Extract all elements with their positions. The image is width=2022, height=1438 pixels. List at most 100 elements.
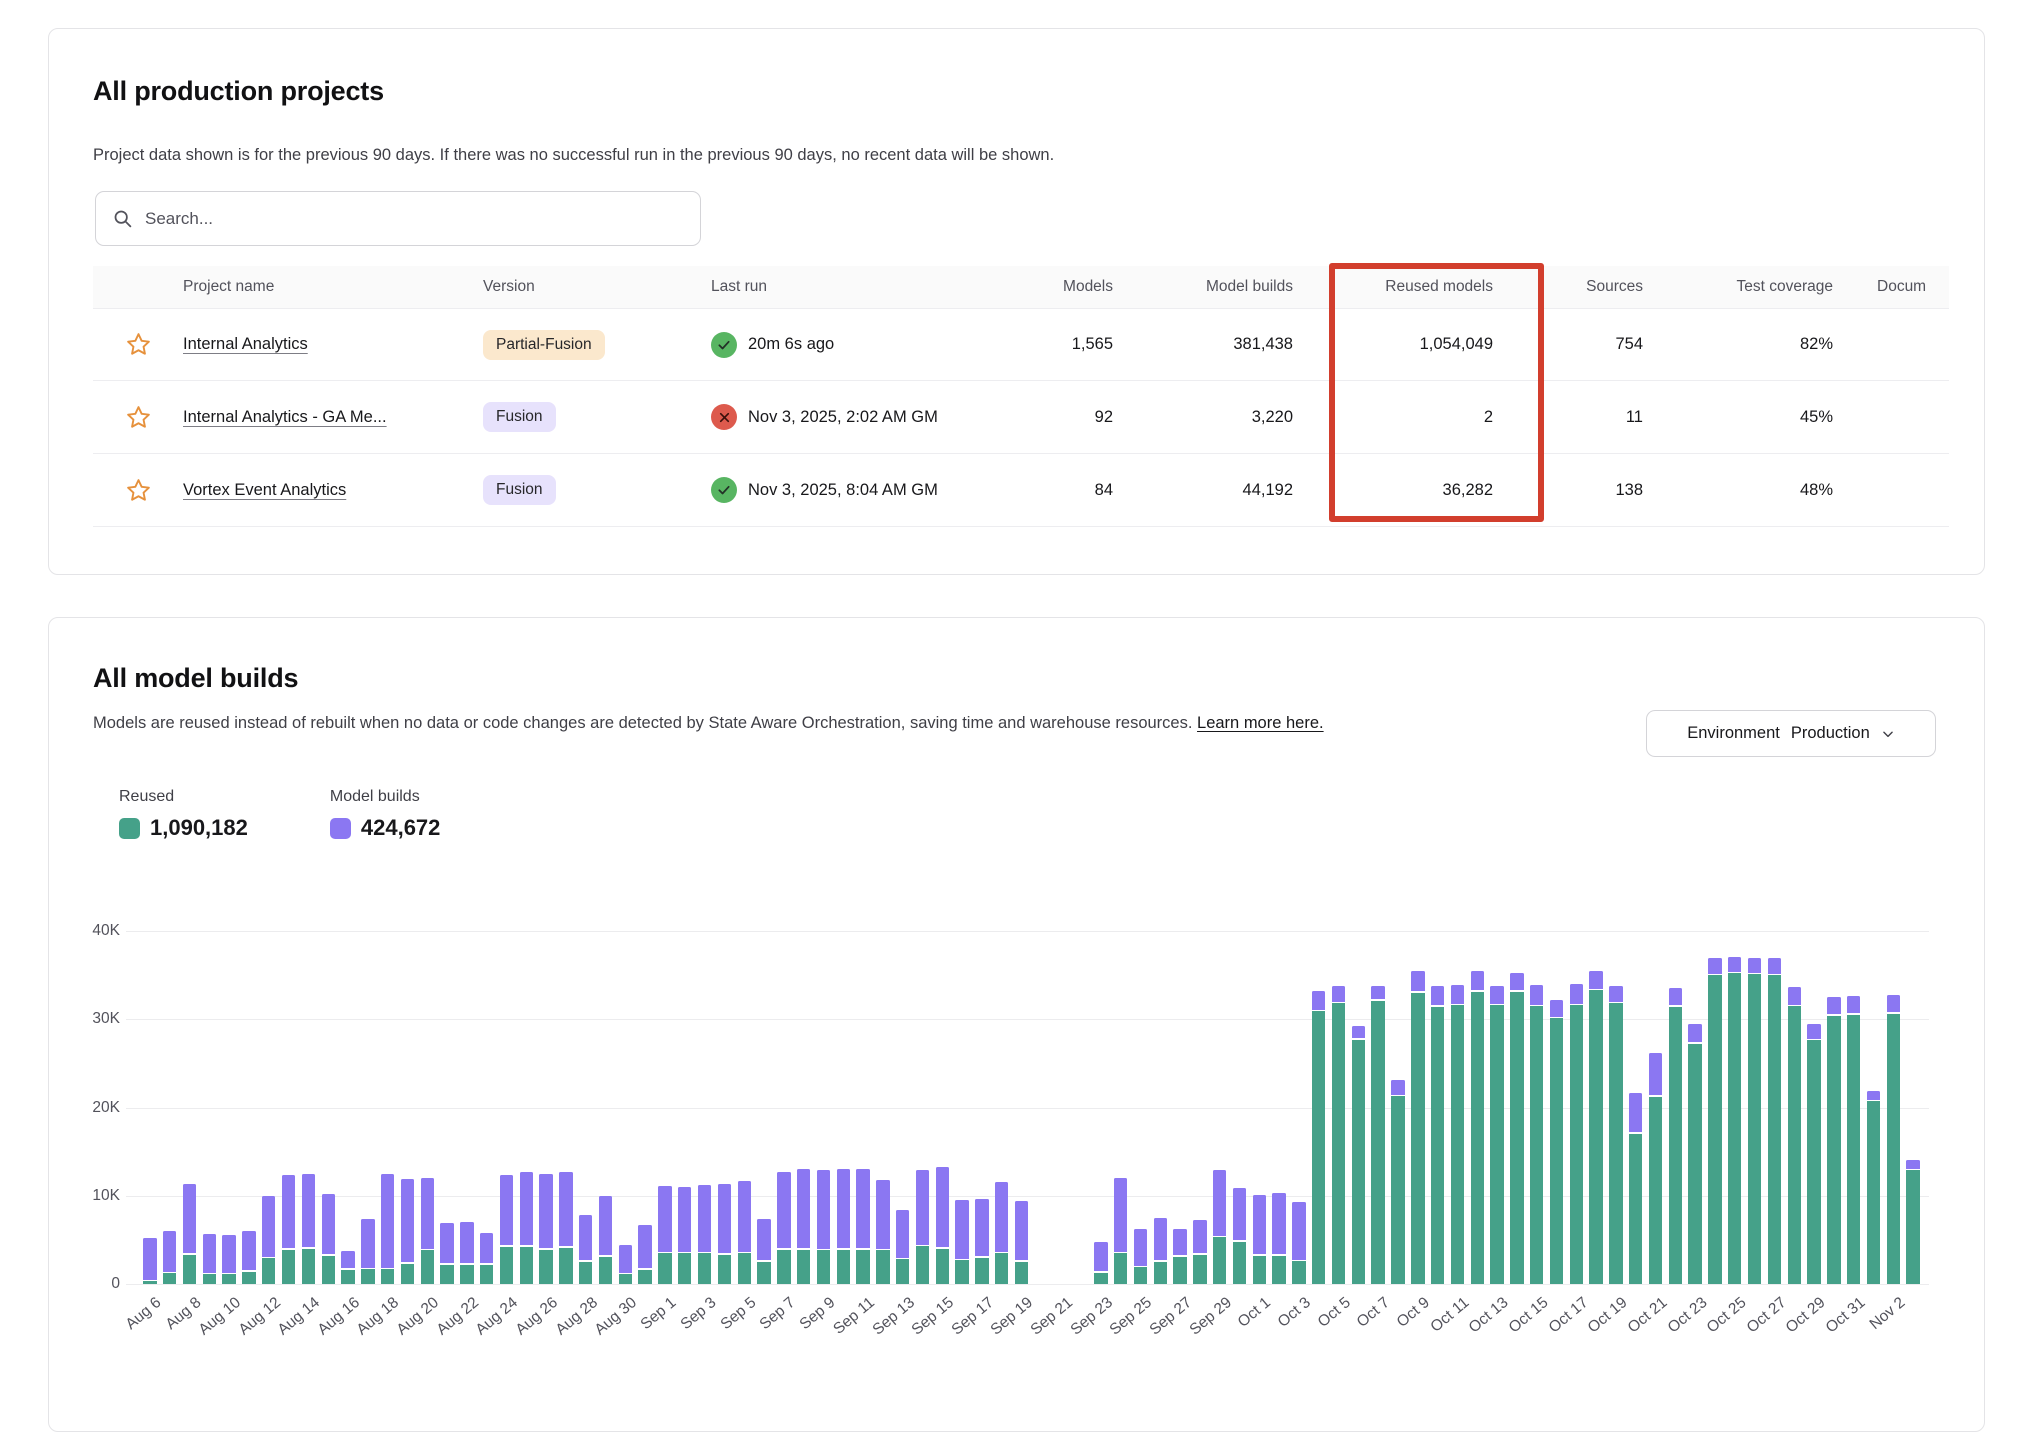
stacked-bar-aug-31 bbox=[638, 1225, 652, 1284]
reused-segment bbox=[1747, 974, 1762, 1284]
reused-segment bbox=[1153, 1261, 1167, 1284]
column-header: Sources bbox=[1586, 278, 1643, 295]
gridline bbox=[126, 1107, 1929, 1109]
model-builds-segment bbox=[1411, 970, 1425, 992]
model-builds-segment bbox=[1668, 987, 1683, 1006]
model-builds-segment bbox=[1807, 1023, 1821, 1039]
model-builds-segment bbox=[1153, 1218, 1167, 1261]
reused-segment bbox=[321, 1255, 335, 1284]
run-success-icon bbox=[711, 477, 737, 503]
model-builds-segment bbox=[143, 1238, 157, 1280]
table-row[interactable]: Internal Analytics - GA Me... Fusion Nov 3… bbox=[93, 381, 1949, 454]
learn-more-link[interactable]: Learn more here. bbox=[1197, 714, 1324, 732]
y-axis-tick-label: 20K bbox=[92, 1098, 120, 1116]
table-row[interactable]: Internal Analytics Partial-Fusion 20m 6s a… bbox=[93, 308, 1949, 381]
reused-segment bbox=[1728, 973, 1742, 1284]
x-axis-tick-label: Sep 25 bbox=[1106, 1294, 1156, 1339]
favorite-star-icon[interactable] bbox=[125, 477, 152, 504]
stacked-bar-aug-9 bbox=[202, 1233, 217, 1284]
stacked-bar-oct-12 bbox=[1470, 971, 1484, 1284]
x-axis-tick-label: Aug 28 bbox=[552, 1294, 601, 1339]
model-builds-segment bbox=[935, 1166, 950, 1248]
stacked-bar-sep-10 bbox=[836, 1168, 850, 1284]
reused-segment bbox=[1886, 1013, 1900, 1284]
stacked-bar-aug-15 bbox=[321, 1194, 335, 1284]
x-axis-tick-label: Aug 22 bbox=[433, 1294, 482, 1339]
projects-table-header: Project name Version Last run Models Model b… bbox=[93, 266, 1949, 308]
stacked-bar-oct-18 bbox=[1589, 971, 1603, 1284]
reused-segment bbox=[1213, 1237, 1227, 1284]
model-builds-count: 44,192 bbox=[1242, 480, 1293, 499]
reused-segment bbox=[777, 1249, 791, 1284]
x-axis-tick-label: Sep 21 bbox=[1027, 1294, 1077, 1339]
reused-segment bbox=[975, 1257, 989, 1284]
stacked-bar-aug-13 bbox=[281, 1174, 296, 1284]
table-row[interactable]: Vortex Event Analytics Fusion Nov 3, 2025,… bbox=[93, 454, 1949, 527]
reused-segment bbox=[658, 1253, 672, 1284]
favorite-star-icon[interactable] bbox=[125, 404, 152, 431]
reused-segment bbox=[559, 1247, 573, 1284]
reused-segment bbox=[1193, 1254, 1207, 1284]
stacked-bar-aug-11 bbox=[242, 1231, 256, 1284]
model-builds-segment bbox=[1589, 971, 1603, 989]
stacked-bar-oct-8 bbox=[1391, 1079, 1405, 1284]
reused-segment bbox=[1411, 992, 1425, 1284]
reused-segment bbox=[163, 1273, 177, 1284]
reused-segment bbox=[1708, 975, 1722, 1284]
model-builds-segment bbox=[1133, 1228, 1148, 1266]
models-count: 92 bbox=[1094, 407, 1113, 426]
model-builds-segment bbox=[1728, 956, 1742, 972]
stacked-bar-nov-2 bbox=[1886, 994, 1900, 1284]
reused-segment bbox=[1094, 1272, 1108, 1284]
reused-segment bbox=[816, 1250, 831, 1284]
environment-dropdown[interactable]: Environment Production bbox=[1646, 710, 1936, 757]
search-input[interactable] bbox=[145, 208, 684, 229]
stacked-bar-oct-31 bbox=[1846, 995, 1861, 1284]
projects-table: Project name Version Last run Models Model b… bbox=[93, 266, 1949, 527]
project-name-link[interactable]: Vortex Event Analytics bbox=[183, 480, 347, 499]
x-axis-tick-label: Sep 11 bbox=[830, 1294, 879, 1338]
gridline bbox=[126, 931, 1929, 932]
reused-segment bbox=[697, 1253, 712, 1284]
x-axis-tick-label: Sep 23 bbox=[1067, 1294, 1116, 1339]
reused-segment bbox=[242, 1271, 256, 1284]
stacked-bar-sep-13 bbox=[896, 1210, 910, 1284]
stacked-bar-oct-30 bbox=[1827, 997, 1841, 1284]
model-builds-segment bbox=[1232, 1188, 1247, 1241]
model-builds-segment bbox=[1569, 984, 1583, 1004]
stacked-bar-oct-16 bbox=[1549, 1000, 1564, 1284]
gridline bbox=[126, 1284, 1929, 1285]
x-axis-tick-label: Oct 5 bbox=[1314, 1294, 1354, 1331]
reused-segment bbox=[281, 1249, 296, 1284]
stacked-bar-sep-30 bbox=[1232, 1188, 1247, 1284]
model-builds-segment bbox=[202, 1233, 217, 1273]
reused-segment bbox=[1807, 1040, 1821, 1284]
stacked-bar-aug-21 bbox=[440, 1222, 454, 1284]
model-builds-segment bbox=[1866, 1091, 1881, 1100]
chart-legend: Reused 1,090,182 Model builds 424,672 bbox=[119, 788, 440, 841]
reused-segment bbox=[143, 1281, 157, 1284]
x-axis-tick-label: Oct 3 bbox=[1274, 1294, 1314, 1331]
reused-segment bbox=[1272, 1255, 1286, 1284]
x-axis-tick-label: Aug 10 bbox=[195, 1294, 245, 1339]
reused-segment bbox=[915, 1246, 930, 1284]
model-builds-segment bbox=[281, 1174, 296, 1249]
stacked-bar-aug-24 bbox=[499, 1174, 514, 1284]
x-axis-tick-label: Oct 1 bbox=[1234, 1294, 1275, 1331]
project-name-link[interactable]: Internal Analytics - GA Me... bbox=[183, 407, 387, 426]
project-name-link[interactable]: Internal Analytics bbox=[183, 335, 308, 353]
stacked-bar-sep-2 bbox=[678, 1187, 692, 1284]
x-axis-tick-label: Nov 2 bbox=[1866, 1294, 1909, 1334]
search-box bbox=[95, 191, 701, 246]
reused-segment bbox=[1846, 1014, 1861, 1284]
favorite-star-icon[interactable] bbox=[125, 331, 152, 358]
reused-models-count: 36,282 bbox=[1442, 480, 1493, 499]
run-success-icon bbox=[711, 331, 737, 358]
models-count: 1,565 bbox=[1071, 335, 1113, 353]
reused-segment bbox=[440, 1264, 454, 1284]
reused-segment bbox=[638, 1269, 652, 1284]
model-builds-segment bbox=[420, 1177, 434, 1249]
reused-segment bbox=[579, 1261, 593, 1284]
stacked-bar-oct-29 bbox=[1807, 1023, 1821, 1284]
model-builds-segment bbox=[1886, 994, 1900, 1013]
